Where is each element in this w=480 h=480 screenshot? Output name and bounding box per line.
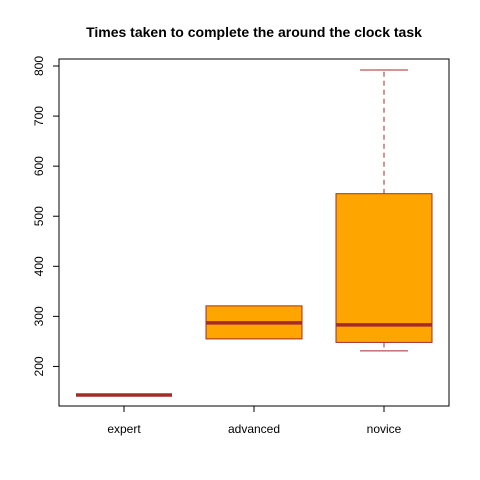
- box-novice: [335, 69, 433, 352]
- y-tick-label: 500: [32, 206, 46, 226]
- x-tick-label: expert: [107, 422, 141, 436]
- box-advanced: [205, 305, 303, 340]
- y-tick-label: 200: [32, 356, 46, 376]
- y-tick-label: 600: [32, 156, 46, 176]
- x-axis: expert advanced novice: [107, 406, 402, 436]
- box-iqr: [335, 193, 433, 343]
- y-tick-label: 800: [32, 56, 46, 76]
- y-tick-label: 700: [32, 106, 46, 126]
- chart-title: Times taken to complete the around the c…: [86, 24, 422, 40]
- x-tick-label: novice: [367, 422, 402, 436]
- y-tick-label: 300: [32, 306, 46, 326]
- x-tick-label: advanced: [228, 422, 280, 436]
- boxes: [76, 69, 433, 397]
- y-axis: 200 300 400 500 600 700 800: [32, 56, 59, 376]
- y-tick-label: 400: [32, 256, 46, 276]
